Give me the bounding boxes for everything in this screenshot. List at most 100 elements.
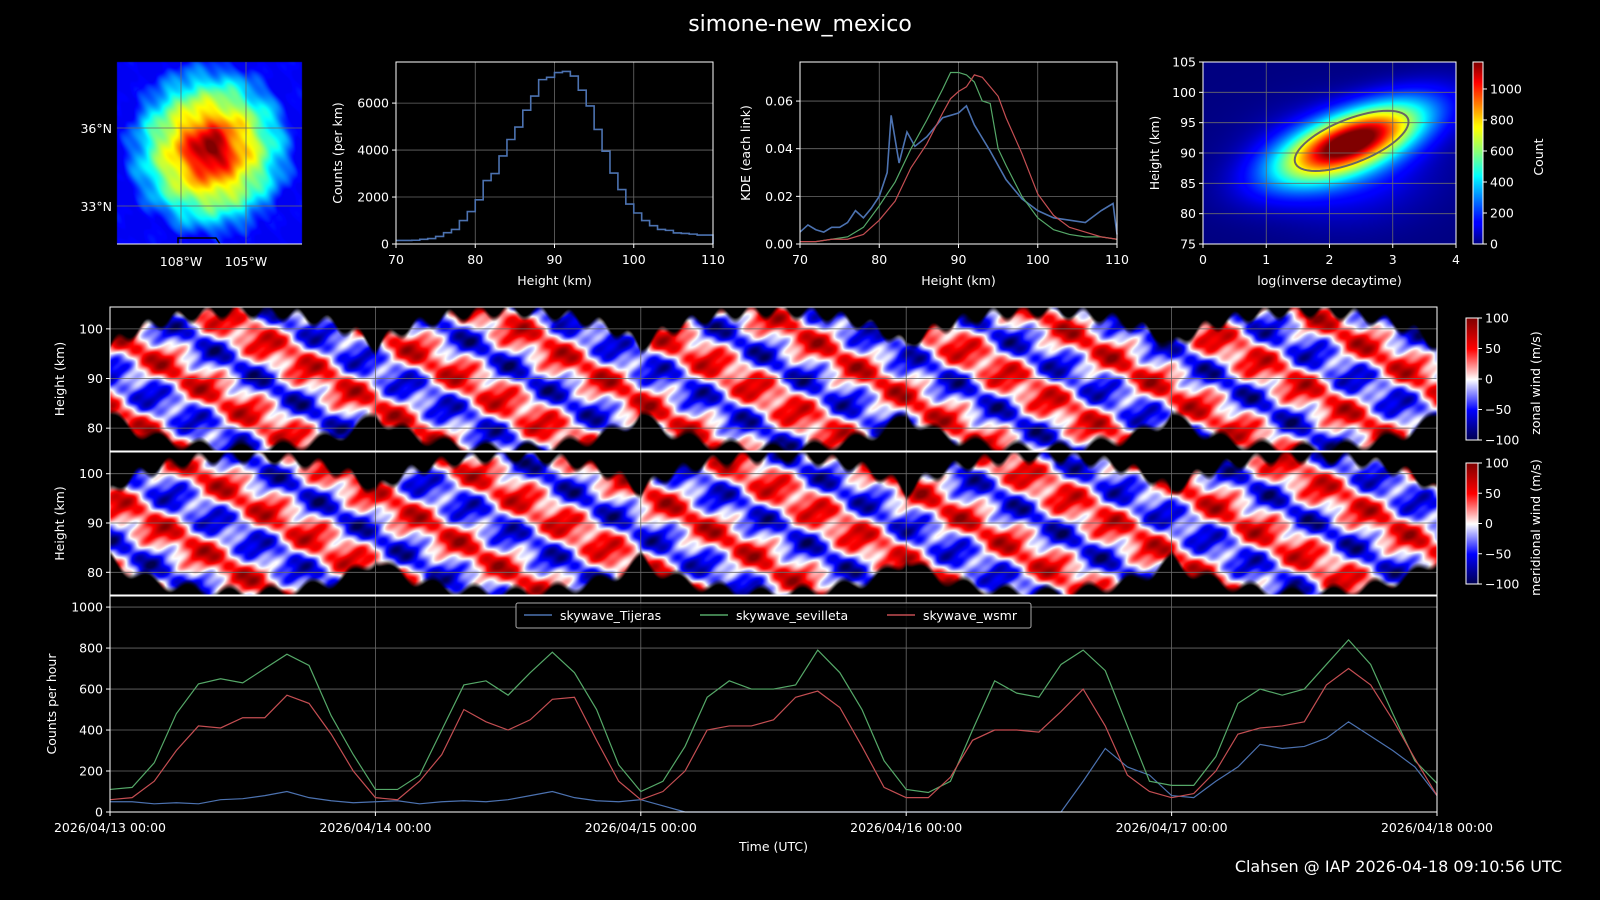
y-tick-label: 2000 [357,190,389,205]
contour-ellipse [1293,109,1410,172]
y-tick-label: 0 [95,805,103,820]
x-tick-label: 80 [467,252,483,267]
colorbar-tick-label: −100 [1485,577,1519,592]
y-tick-label: 1000 [71,600,103,615]
counts-axes [109,595,1438,813]
y-tick-label: 0 [381,237,389,252]
time-tick-label: 2026/04/13 00:00 [54,820,166,835]
time-tick-label: 2026/04/14 00:00 [319,820,431,835]
colorbar-tick-label: 200 [1490,205,1514,220]
legend-label: skywave_Tijeras [560,608,661,623]
time-tick-label: 2026/04/16 00:00 [850,820,962,835]
colorbar-tick-label: 100 [1485,311,1509,326]
time-tick-label: 2026/04/15 00:00 [585,820,697,835]
histogram-step [396,70,714,244]
colorbar-tick-label: 0 [1490,237,1498,252]
x-axis-label: Height (km) [921,273,995,288]
x-tick-label: 110 [1105,252,1129,267]
colorbar-tick-label: 50 [1485,486,1501,501]
colorbar-label: Count [1531,138,1546,175]
y-tick-label: 90 [1180,146,1196,161]
colorbar-tick-label: 800 [1490,112,1514,127]
x-tick-label: 70 [792,252,808,267]
x-tick-label: 1 [1262,252,1270,267]
x-tick-label: 90 [951,252,967,267]
zonal-wind-axes [109,306,1438,452]
y-axis-label: Height (km) [52,486,67,560]
histogram-axes [395,61,714,245]
colorbar-tick-label: 50 [1485,341,1501,356]
y-tick-label: 90 [87,371,103,386]
x-tick-label: 100 [1026,252,1050,267]
x-axis-label: log(inverse decaytime) [1257,273,1401,288]
series-line-skywave_sevilleta [109,638,1438,794]
y-tick-label: 85 [1180,176,1196,191]
colorbar-tick-label: 100 [1485,456,1509,471]
time-tick-label: 2026/04/18 00:00 [1381,820,1493,835]
legend-label: skywave_wsmr [923,608,1018,623]
hist2d-axes [1202,61,1457,245]
state-border [177,237,221,245]
kde-line [799,104,1118,235]
colorbar [1465,317,1479,441]
longitude-label: 105°W [225,254,267,269]
colorbar-tick-label: 600 [1490,143,1514,158]
colorbar-label: meridional wind (m/s) [1528,459,1543,596]
y-tick-label: 0.06 [765,94,793,109]
footer-credit: Clahsen @ IAP 2026-04-18 09:10:56 UTC [1234,857,1562,876]
y-tick-label: 6000 [357,96,389,111]
y-tick-label: 90 [87,516,103,531]
y-tick-label: 80 [1180,206,1196,221]
colorbar-label: zonal wind (m/s) [1528,331,1543,434]
x-axis-label: Height (km) [517,273,591,288]
series-line-skywave_Tijeras [110,721,1438,813]
x-tick-label: 0 [1199,252,1207,267]
y-tick-label: 95 [1180,115,1196,130]
x-tick-label: 3 [1389,252,1397,267]
colorbar-tick-label: −50 [1485,546,1511,561]
latitude-label: 36°N [80,121,112,136]
y-tick-label: 80 [87,421,103,436]
longitude-label: 108°W [160,254,202,269]
legend-label: skywave_sevilleta [736,608,848,623]
y-axis-label: KDE (each link) [738,105,753,201]
colorbar-tick-label: 0 [1485,516,1493,531]
y-tick-label: 0.04 [765,141,793,156]
y-tick-label: 0.02 [765,189,793,204]
legend: skywave_Tijeras skywave_sevilleta skywave_… [515,602,1032,629]
y-axis-label: Height (km) [52,342,67,416]
colorbar [1472,61,1484,245]
y-axis-label: Counts per hour [44,653,59,755]
x-tick-label: 2 [1326,252,1334,267]
kde-line [800,71,1118,243]
legend-box [515,602,1032,629]
y-tick-label: 75 [1180,237,1196,252]
colorbar-tick-label: 400 [1490,174,1514,189]
x-axis-label: Time (UTC) [738,839,808,854]
y-tick-label: 4000 [357,143,389,158]
x-tick-label: 110 [701,252,725,267]
y-axis-label: Height (km) [1147,116,1162,190]
y-tick-label: 400 [79,723,103,738]
colorbar [1465,462,1479,585]
y-tick-label: 600 [79,682,103,697]
kde-axes [799,61,1118,245]
colorbar-tick-label: −100 [1485,433,1519,448]
latitude-label: 33°N [80,199,112,214]
y-tick-label: 100 [1172,85,1196,100]
meridional-wind-axes [109,451,1438,596]
time-tick-label: 2026/04/17 00:00 [1116,820,1228,835]
y-tick-label: 105 [1172,55,1196,70]
series-line-skywave_wsmr [109,667,1438,801]
y-tick-label: 80 [87,565,103,580]
y-tick-label: 0.00 [765,237,793,252]
colorbar-tick-label: 0 [1485,372,1493,387]
x-tick-label: 100 [622,252,646,267]
y-axis-label: Counts (per km) [330,102,345,204]
y-tick-label: 100 [79,321,103,336]
y-tick-label: 800 [79,641,103,656]
kde-line [800,74,1118,243]
x-tick-label: 90 [547,252,563,267]
